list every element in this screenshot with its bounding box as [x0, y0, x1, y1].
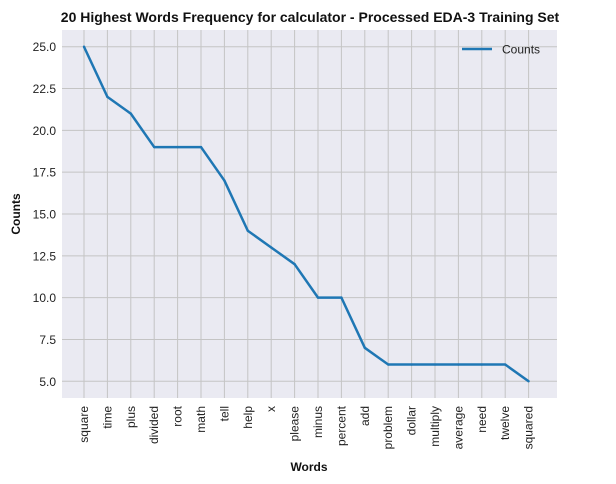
- data-point-minus: [316, 296, 320, 299]
- y-tick-label: 20.0: [33, 124, 57, 138]
- x-tick-label-tell: tell: [217, 406, 231, 421]
- legend-label-counts: Counts: [502, 43, 540, 57]
- x-tick-label-time: time: [100, 406, 114, 429]
- y-tick-label: 5.0: [39, 375, 56, 389]
- data-point-need: [480, 363, 483, 366]
- x-tick-label-root: root: [171, 405, 185, 426]
- y-tick-label: 17.5: [33, 166, 57, 180]
- data-point-square: [82, 45, 86, 48]
- series-layer: [82, 45, 530, 383]
- x-tick-label-plus: plus: [124, 406, 138, 428]
- x-tick-labels: square time plus divided root math tell help x pl…: [77, 405, 536, 449]
- data-point-add: [363, 346, 366, 350]
- data-point-percent: [340, 296, 343, 299]
- y-tick-label: 22.5: [33, 82, 57, 96]
- data-point-tell: [223, 179, 226, 182]
- data-point-average: [457, 363, 460, 366]
- chart-title: 20 Highest Words Frequency for calculato…: [61, 9, 560, 25]
- data-point-divided: [153, 145, 156, 149]
- y-tick-labels: 5.0 7.5 10.0 12.5 15.0 17.5 20.0 22.5 25.0: [33, 40, 57, 389]
- data-point-squared: [527, 380, 530, 383]
- data-point-plus: [129, 112, 132, 115]
- data-point-multiply: [433, 363, 437, 366]
- x-tick-label-minus: minus: [311, 406, 325, 438]
- x-tick-label-squared: squared: [522, 406, 536, 449]
- y-tick-label: 12.5: [33, 249, 57, 263]
- x-tick-label-average: average: [451, 406, 465, 450]
- y-tick-label: 10.0: [33, 291, 57, 305]
- x-tick-label-divided: divided: [147, 406, 161, 444]
- y-tick-label: 15.0: [33, 208, 57, 222]
- y-gridlines: [62, 46, 557, 382]
- x-tick-label-twelve: twelve: [498, 406, 512, 440]
- x-axis-label: Words: [290, 460, 327, 474]
- x-tick-label-math: math: [194, 406, 208, 433]
- x-tick-label-please: please: [288, 406, 302, 442]
- x-tick-label-problem: problem: [381, 406, 395, 449]
- y-axis-label: Counts: [9, 193, 23, 235]
- y-tick-label: 25.0: [33, 40, 57, 54]
- x-tick-label-need: need: [475, 406, 489, 433]
- x-tick-label-square: square: [77, 406, 91, 443]
- data-point-problem: [387, 363, 390, 366]
- data-point-root: [176, 145, 179, 149]
- data-point-math: [199, 145, 203, 149]
- x-tick-label-help: help: [241, 406, 255, 429]
- data-point-time: [106, 95, 109, 99]
- y-tick-label: 7.5: [39, 333, 56, 347]
- data-point-dollar: [410, 363, 413, 366]
- x-tick-label-dollar: dollar: [405, 406, 419, 435]
- data-point-x: [270, 246, 273, 249]
- x-tick-label-multiply: multiply: [428, 406, 442, 447]
- series-line-counts: [82, 46, 530, 383]
- x-tick-label-x: x: [264, 406, 278, 412]
- data-point-twelve: [504, 363, 507, 366]
- x-tick-label-percent: percent: [334, 405, 348, 446]
- legend: Counts: [462, 43, 540, 57]
- x-tick-label-add: add: [358, 406, 372, 426]
- data-point-please: [293, 262, 296, 266]
- data-point-help: [246, 229, 249, 232]
